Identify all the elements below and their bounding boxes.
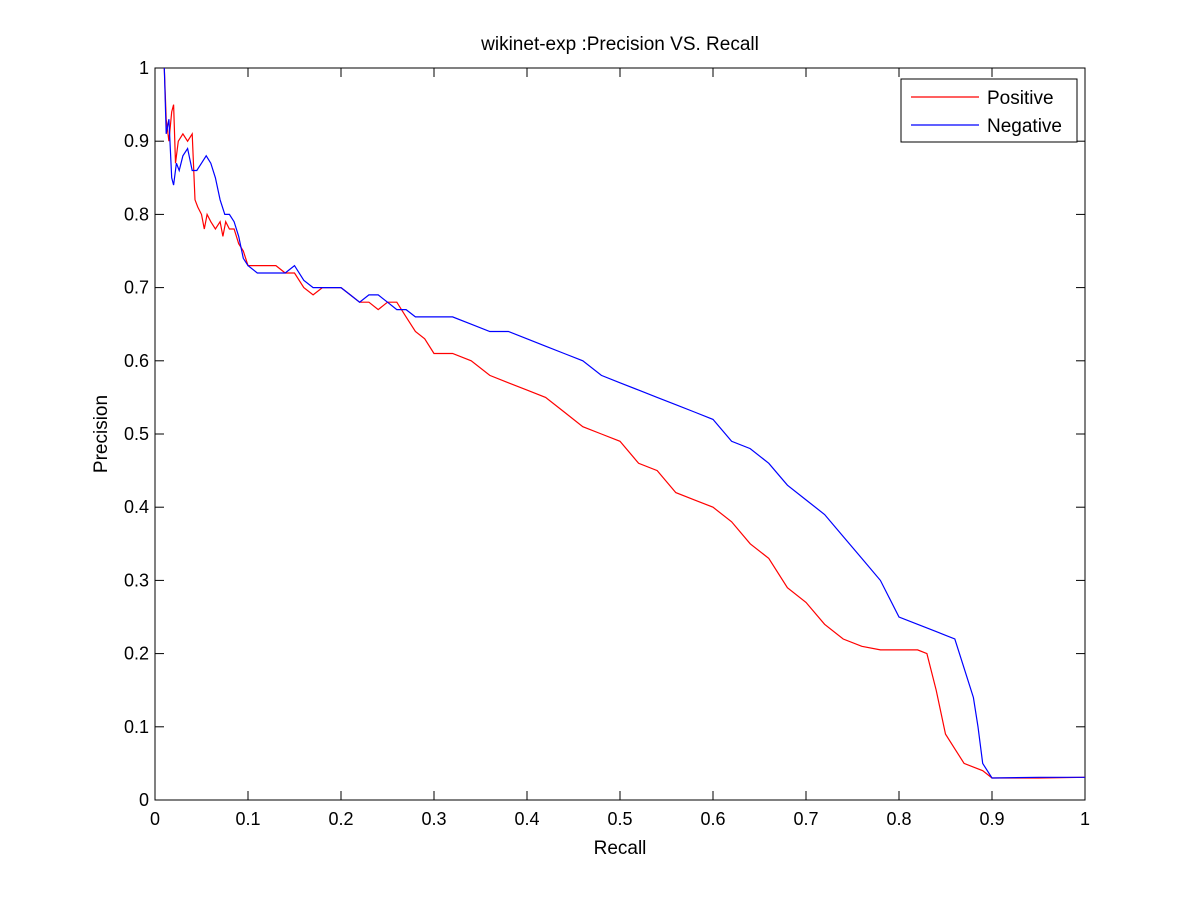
x-axis-label: Recall: [594, 838, 647, 859]
y-tick-label: 0.6: [124, 351, 149, 371]
x-tick-label: 0.2: [328, 809, 353, 829]
y-tick-label: 1: [139, 58, 149, 78]
x-tick-label: 0.8: [886, 809, 911, 829]
series-lines: [163, 67, 1086, 779]
x-tick-label: 0.3: [421, 809, 446, 829]
y-tick-label: 0.3: [124, 570, 149, 590]
y-tick-label: 0.4: [124, 497, 149, 517]
chart-title: wikinet-exp :Precision VS. Recall: [480, 34, 759, 55]
x-tick-label: 0: [150, 809, 160, 829]
legend-entry: Negative: [987, 116, 1062, 137]
y-tick-label: 0.5: [124, 424, 149, 444]
y-tick-label: 0.7: [124, 278, 149, 298]
x-tick-label: 1: [1080, 809, 1090, 829]
legend-entry: Positive: [987, 88, 1054, 109]
y-tick-label: 0.2: [124, 644, 149, 664]
x-tick-label: 0.4: [514, 809, 539, 829]
x-tick-label: 0.9: [979, 809, 1004, 829]
plot-area: [154, 67, 1086, 801]
legend-box: [900, 78, 1078, 143]
series-line-positive: [163, 67, 1086, 779]
x-tick-label: 0.1: [235, 809, 260, 829]
y-tick-label: 0: [139, 790, 149, 810]
legend: Positive Negative: [900, 78, 1078, 143]
y-tick-label: 0.8: [124, 204, 149, 224]
x-tick-label: 0.6: [700, 809, 725, 829]
x-tick-label: 0.7: [793, 809, 818, 829]
y-tick-label: 0.9: [124, 131, 149, 151]
axis-ticks: 0 0.1 0.2 0.3 0.4 0.5 0.6 0.7 0.8 0.9 1 0 0.1 0.2 0.3 0…: [124, 58, 1090, 829]
y-tick-label: 0.1: [124, 717, 149, 737]
x-tick-label: 0.5: [607, 809, 632, 829]
series-line-negative: [163, 67, 1085, 779]
y-axis-label: Precision: [91, 395, 112, 473]
